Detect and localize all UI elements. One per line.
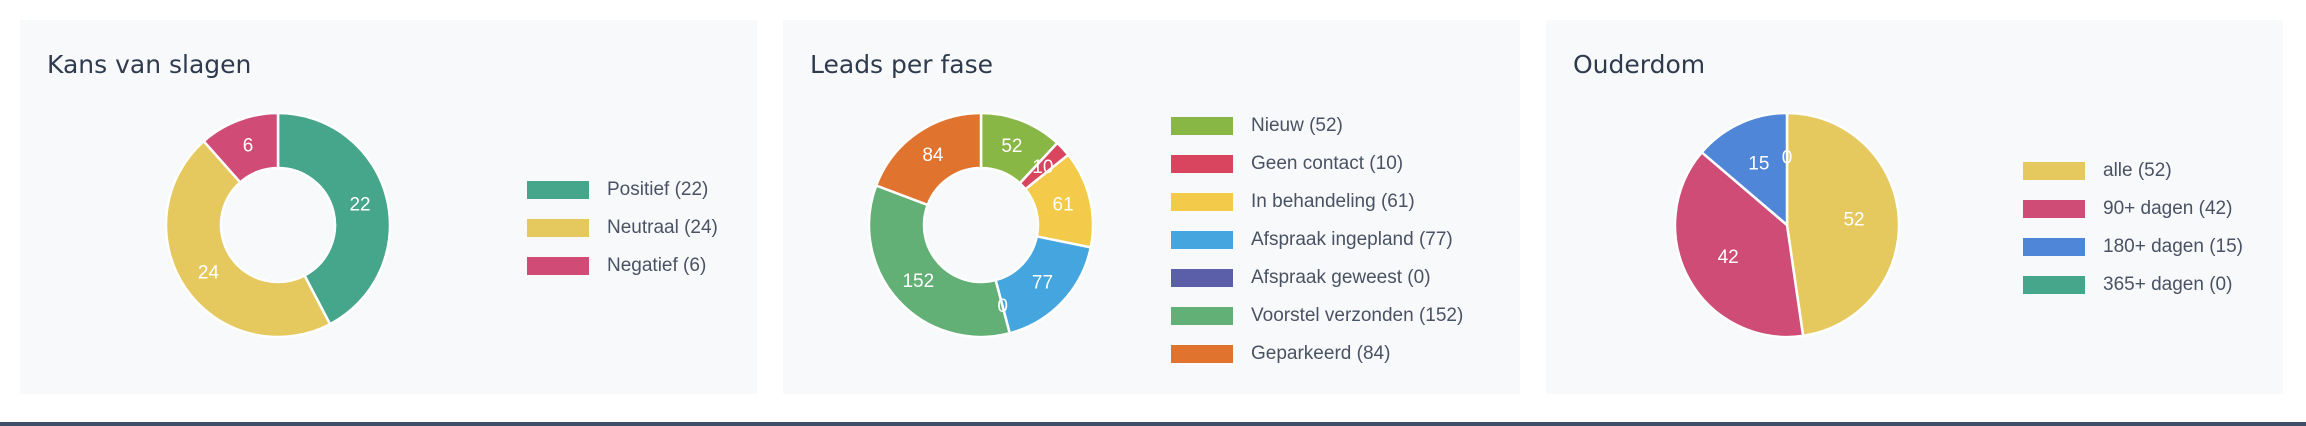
legend-item-alle[interactable]: alle (52) bbox=[2023, 152, 2243, 190]
data-label-nieuw: 52 bbox=[1001, 136, 1022, 157]
legend-swatch bbox=[527, 219, 589, 237]
chart-title: Leads per fase bbox=[810, 50, 994, 79]
legend-item-neutraal[interactable]: Neutraal (24) bbox=[527, 209, 718, 247]
legend-label: 90+ dagen (42) bbox=[2103, 198, 2233, 219]
slice-90-dagen[interactable] bbox=[1673, 151, 1805, 339]
data-label-voorstel-verzonden: 152 bbox=[902, 271, 934, 292]
data-label-alle: 52 bbox=[1843, 210, 1864, 231]
data-label-afspraak-geweest: 0 bbox=[997, 296, 1008, 317]
slice-negatief[interactable] bbox=[202, 111, 280, 184]
legend-label: In behandeling (61) bbox=[1251, 191, 1415, 212]
legend-label: 180+ dagen (15) bbox=[2103, 236, 2243, 257]
legend-item-90-dagen[interactable]: 90+ dagen (42) bbox=[2023, 190, 2243, 228]
donut-chart-kans-van-slagen: 22 24 6 bbox=[164, 111, 392, 339]
legend-swatch bbox=[2023, 276, 2085, 294]
legend-swatch bbox=[2023, 200, 2085, 218]
legend-label: Positief (22) bbox=[607, 179, 709, 200]
legend-swatch bbox=[1171, 345, 1233, 363]
legend-swatch bbox=[2023, 162, 2085, 180]
chart-title: Ouderdom bbox=[1573, 50, 1706, 79]
legend-label: Geparkeerd (84) bbox=[1251, 343, 1391, 364]
legend-leads-per-fase: Nieuw (52) Geen contact (10) In behandelin… bbox=[1171, 107, 1463, 373]
bottom-divider bbox=[0, 422, 2306, 426]
legend-label: Voorstel verzonden (152) bbox=[1251, 305, 1464, 326]
legend-label: Geen contact (10) bbox=[1251, 153, 1404, 174]
data-label-negatief: 6 bbox=[243, 135, 254, 156]
legend-label: 365+ dagen (0) bbox=[2103, 274, 2233, 295]
data-label-neutraal: 24 bbox=[198, 263, 220, 284]
legend-item-in-behandeling[interactable]: In behandeling (61) bbox=[1171, 183, 1463, 221]
legend-item-afspraak-geweest[interactable]: Afspraak geweest (0) bbox=[1171, 259, 1463, 297]
legend-label: Nieuw (52) bbox=[1251, 115, 1343, 136]
chart-title: Kans van slagen bbox=[47, 50, 252, 79]
legend-ouderdom: alle (52) 90+ dagen (42) 180+ dagen (15) 36… bbox=[2023, 152, 2243, 304]
legend-swatch bbox=[1171, 117, 1233, 135]
slice-voorstel-verzonden[interactable] bbox=[867, 184, 1011, 339]
legend-swatch bbox=[1171, 193, 1233, 211]
data-label-180-dagen: 15 bbox=[1748, 153, 1769, 174]
data-label-positief: 22 bbox=[349, 194, 370, 215]
legend-item-geparkeerd[interactable]: Geparkeerd (84) bbox=[1171, 335, 1463, 373]
legend-label: alle (52) bbox=[2103, 160, 2172, 181]
data-label-afspraak-ingepland: 77 bbox=[1032, 273, 1053, 294]
legend-swatch bbox=[2023, 238, 2085, 256]
legend-item-180-dagen[interactable]: 180+ dagen (15) bbox=[2023, 228, 2243, 266]
legend-swatch bbox=[1171, 231, 1233, 249]
legend-item-365-dagen[interactable]: 365+ dagen (0) bbox=[2023, 266, 2243, 304]
slice-alle[interactable] bbox=[1785, 111, 1901, 338]
legend-item-nieuw[interactable]: Nieuw (52) bbox=[1171, 107, 1463, 145]
chart-card-kans-van-slagen: Kans van slagen 22 24 6 Positief (22) Neutr… bbox=[20, 20, 757, 394]
legend-swatch bbox=[527, 181, 589, 199]
slice-geparkeerd[interactable] bbox=[874, 111, 983, 207]
legend-swatch bbox=[1171, 155, 1233, 173]
pie-chart-ouderdom: 52 42 15 0 bbox=[1673, 111, 1901, 339]
legend-label: Afspraak ingepland (77) bbox=[1251, 229, 1453, 250]
legend-item-voorstel-verzonden[interactable]: Voorstel verzonden (152) bbox=[1171, 297, 1463, 335]
legend-label: Afspraak geweest (0) bbox=[1251, 267, 1431, 288]
legend-label: Neutraal (24) bbox=[607, 217, 718, 238]
legend-item-geen-contact[interactable]: Geen contact (10) bbox=[1171, 145, 1463, 183]
legend-item-negatief[interactable]: Negatief (6) bbox=[527, 247, 718, 285]
data-label-90-dagen: 42 bbox=[1718, 247, 1739, 268]
slice-positief[interactable] bbox=[276, 111, 392, 326]
data-label-geen-contact: 10 bbox=[1032, 157, 1053, 178]
data-label-365-dagen: 0 bbox=[1782, 147, 1793, 168]
legend-swatch bbox=[1171, 269, 1233, 287]
slice-neutraal[interactable] bbox=[164, 139, 332, 339]
chart-card-leads-per-fase: Leads per fase 52 10 61 77 0 152 84 Nieuw (52)… bbox=[783, 20, 1520, 394]
legend-item-positief[interactable]: Positief (22) bbox=[527, 171, 718, 209]
legend-item-afspraak-ingepland[interactable]: Afspraak ingepland (77) bbox=[1171, 221, 1463, 259]
legend-swatch bbox=[527, 257, 589, 275]
chart-card-ouderdom: Ouderdom 52 42 15 0 alle (52) 90+ dagen (42)… bbox=[1546, 20, 2283, 394]
legend-swatch bbox=[1171, 307, 1233, 325]
data-label-geparkeerd: 84 bbox=[922, 145, 944, 166]
legend-label: Negatief (6) bbox=[607, 255, 707, 276]
slice-180-dagen[interactable] bbox=[1700, 111, 1789, 227]
legend-kans-van-slagen: Positief (22) Neutraal (24) Negatief (6) bbox=[527, 171, 718, 285]
data-label-in-behandeling: 61 bbox=[1053, 195, 1074, 216]
